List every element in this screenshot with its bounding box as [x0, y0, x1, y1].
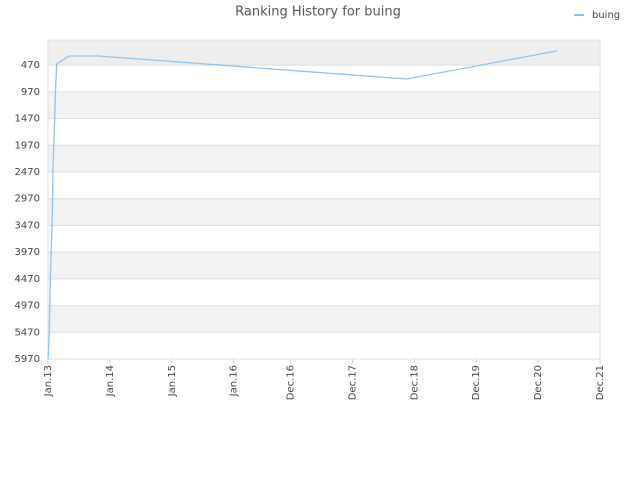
x-tick-label: Jan.16 [229, 365, 240, 397]
band [48, 305, 600, 333]
band [48, 145, 600, 172]
band [48, 198, 600, 226]
y-tick-label: 4470 [15, 274, 40, 285]
legend-label: buing [592, 10, 620, 21]
x-tick-label: Dec.16 [286, 365, 297, 400]
y-tick-label: 3970 [15, 247, 40, 258]
y-tick-label: 3470 [15, 220, 40, 231]
band [48, 225, 600, 253]
y-tick-label: 470 [21, 60, 40, 71]
band [48, 278, 600, 306]
band [48, 252, 600, 279]
x-tick-label: Jan.15 [167, 365, 178, 397]
x-tick-label: Jan.13 [43, 365, 54, 397]
plot-border [47, 39, 601, 360]
band [48, 40, 600, 66]
band [48, 118, 600, 146]
x-tick-label: Jan.14 [105, 365, 116, 397]
y-tick-label: 5970 [15, 354, 40, 365]
x-tick-label: Dec.18 [409, 365, 420, 400]
band [48, 65, 600, 92]
y-tick-label: 2470 [15, 167, 40, 178]
y-tick-label: 5470 [15, 327, 40, 338]
y-tick-label: 1470 [15, 114, 40, 125]
x-tick-label: Dec.17 [347, 365, 358, 400]
x-tick-label: Dec.20 [533, 365, 544, 400]
line [47, 50, 557, 360]
y-tick-label: 4970 [15, 301, 40, 312]
band [48, 91, 600, 119]
band [48, 332, 600, 359]
y-tick-label: 2970 [15, 194, 40, 205]
x-tick-label: Dec.19 [471, 365, 482, 400]
band [48, 171, 600, 199]
y-tick-label: 970 [21, 87, 40, 98]
x-tick-label: Dec.21 [595, 365, 606, 400]
chart-title: Ranking History for buing [235, 5, 401, 20]
y-tick-label: 1970 [15, 140, 40, 151]
